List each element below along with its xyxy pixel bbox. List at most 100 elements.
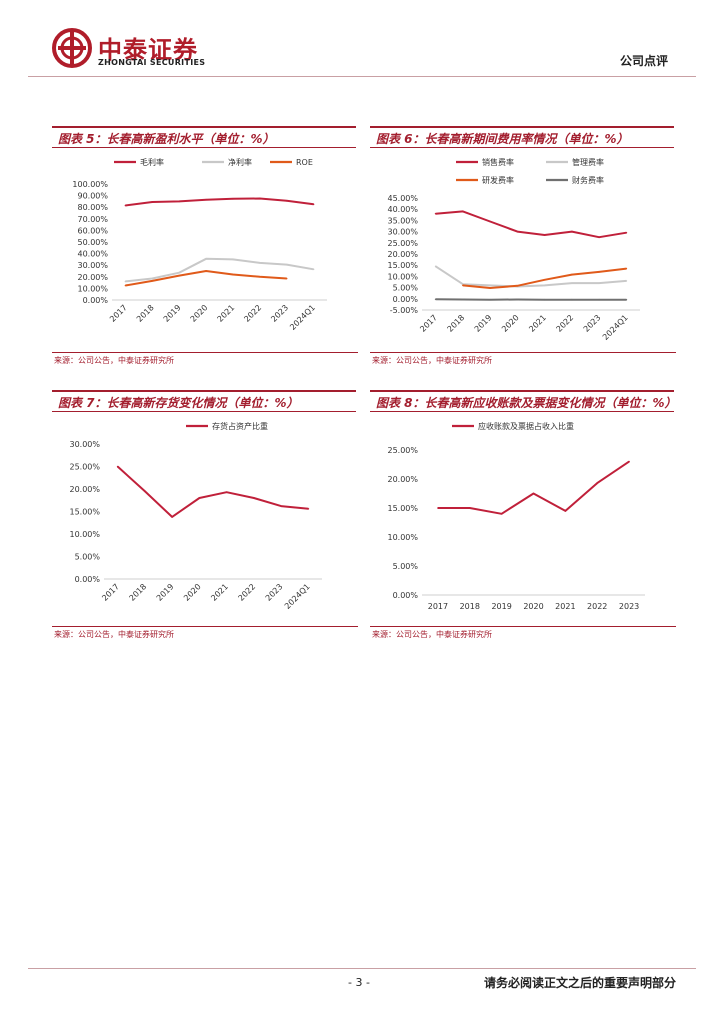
x-tick-label: 2020 (182, 582, 203, 603)
chart-receivables: 应收账款及票据占收入比重 0.00% 5.00% 10.00% 15.00% 20.00%… (387, 421, 645, 611)
y-tick-label: 15.00% (387, 504, 418, 513)
data-point (462, 284, 464, 287)
series-line-1 (116, 465, 309, 518)
y-tick-label: 20.00% (387, 475, 418, 484)
x-tick-label: 2019 (473, 313, 494, 334)
figure-source: 来源：公司公告，中泰证券研究所 (370, 626, 676, 643)
y-tick-label: 20.00% (387, 250, 418, 259)
data-point (232, 198, 234, 200)
data-point (312, 203, 315, 206)
y-tick-label: 50.00% (77, 238, 108, 247)
data-point (178, 200, 180, 203)
data-point (516, 285, 519, 287)
disclaimer-text: 请务必阅读正文之后的重要声明部分 (483, 976, 676, 990)
data-point (598, 282, 600, 284)
y-tick-label: 25.00% (387, 239, 418, 248)
x-tick-label: 2017 (100, 582, 121, 603)
y-tick-label: 5.00% (393, 562, 419, 571)
data-point (532, 492, 535, 495)
data-point (124, 284, 127, 287)
x-tick-label: 2019 (491, 602, 511, 611)
y-tick-label: 15.00% (387, 261, 418, 270)
figure-7-panel: 图表 7：长春高新存货变化情况（单位：%） 存货占资产比重 0.00% 5.00% 1… (52, 390, 358, 652)
y-tick-label: 30.00% (69, 440, 100, 449)
data-point (178, 271, 180, 274)
data-point (259, 262, 261, 264)
y-tick-label: 100.00% (72, 180, 108, 189)
series-line-4 (435, 298, 627, 301)
x-tick-label: 2022 (237, 582, 258, 603)
chart-profitability: 毛利率 净利率 ROE 0.00% 10.00% 20.00% 30.00% 40.00% 50… (72, 157, 327, 332)
data-point (462, 298, 464, 301)
data-point (516, 298, 519, 301)
figure-source: 来源：公司公告，中泰证券研究所 (370, 352, 676, 369)
x-tick-label: 2023 (269, 303, 290, 324)
x-tick-label: 2017 (108, 303, 129, 324)
x-tick-label: 2017 (428, 602, 448, 611)
page-header: 中泰证券 ZHONGTAI SECURITIES 公司点评 (0, 0, 724, 80)
legend-label: ROE (296, 158, 313, 167)
data-point (598, 271, 600, 273)
figure-source: 来源：公司公告，中泰证券研究所 (52, 352, 358, 369)
y-tick-label: 0.00% (83, 296, 109, 305)
x-tick-label: 2024Q1 (283, 582, 312, 611)
y-tick-label: 90.00% (77, 192, 108, 201)
data-point (571, 298, 573, 301)
data-point (198, 497, 201, 499)
x-tick-label: 2024Q1 (288, 303, 317, 332)
data-point (489, 298, 491, 301)
x-tick-label: 2022 (242, 303, 263, 324)
y-tick-label: -5.00% (390, 306, 419, 315)
legend-label: 存货占资产比重 (212, 421, 268, 431)
x-tick-label: 2018 (460, 602, 480, 611)
y-tick-label: 20.00% (77, 273, 108, 282)
x-tick-label: 2020 (500, 313, 521, 334)
data-point (437, 507, 439, 509)
x-tick-label: 2021 (216, 303, 237, 324)
data-point (434, 212, 437, 215)
x-tick-label: 2018 (135, 303, 156, 324)
figure-8-panel: 图表 8：长春高新应收账款及票据变化情况（单位：%） 应收账款及票据占收入比重 0… (370, 390, 677, 652)
page-number: - 3 - (348, 976, 370, 989)
data-point (489, 220, 491, 223)
legend-label: 财务费率 (572, 175, 604, 185)
data-point (312, 268, 315, 271)
data-point (124, 204, 127, 207)
data-point (285, 277, 288, 280)
data-point (625, 280, 628, 282)
y-tick-label: 10.00% (387, 533, 418, 542)
x-tick-label: 2021 (527, 313, 548, 334)
x-tick-label: 2022 (555, 313, 576, 334)
y-tick-label: 15.00% (69, 508, 100, 517)
legend-label: 净利率 (228, 157, 252, 167)
y-tick-label: 0.00% (393, 591, 419, 600)
y-tick-label: 60.00% (77, 226, 108, 235)
data-point (625, 267, 628, 270)
data-point (280, 505, 282, 507)
series-line-1 (437, 460, 630, 515)
header-divider (28, 76, 696, 77)
data-point (285, 263, 288, 266)
y-tick-label: 25.00% (69, 463, 100, 472)
data-point (571, 230, 573, 233)
y-tick-label: 5.00% (393, 284, 419, 293)
legend-label: 毛利率 (140, 157, 164, 167)
data-point (628, 460, 630, 463)
x-tick-label: 2023 (264, 582, 285, 603)
figure-source: 来源：公司公告，中泰证券研究所 (52, 626, 358, 643)
x-tick-label: 2023 (582, 313, 603, 334)
data-point (543, 298, 546, 301)
data-point (596, 482, 599, 484)
x-tick-label: 2017 (418, 313, 439, 334)
y-tick-label: 70.00% (77, 215, 108, 224)
x-tick-label: 2020 (189, 303, 210, 324)
data-point (285, 200, 288, 202)
data-point (462, 210, 464, 213)
data-point (489, 287, 491, 289)
data-point (571, 282, 573, 284)
data-point (625, 231, 628, 234)
figure-5-panel: 图表 5：长春高新盈利水平（单位：%） 毛利率 净利率 ROE 0.00% 10.00%… (52, 126, 358, 374)
footer-divider (28, 968, 696, 969)
data-point (232, 273, 234, 276)
data-point (543, 284, 546, 287)
